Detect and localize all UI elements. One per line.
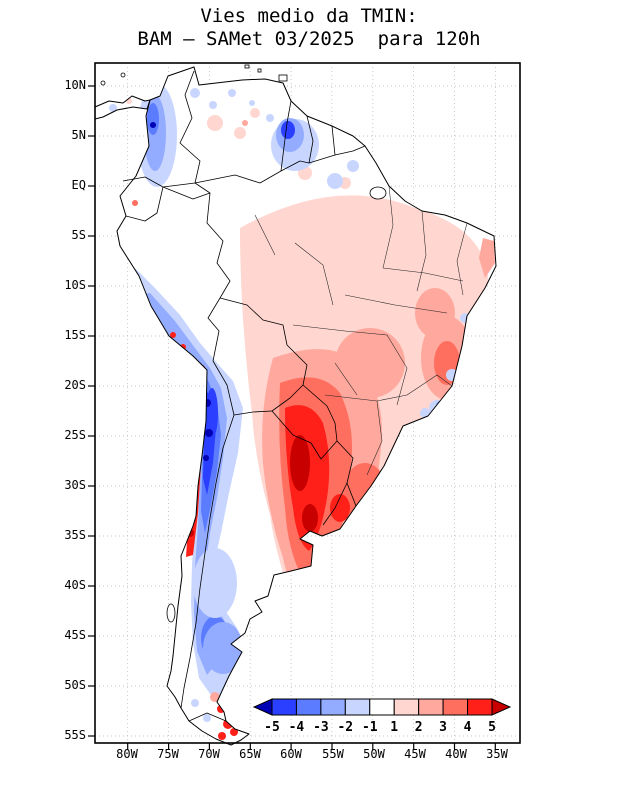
colorbar-tick-label: 4 <box>464 720 472 735</box>
lat-tick-label: 10N <box>64 78 86 92</box>
colorbar-segment <box>442 698 469 716</box>
lat-tick-label: 45S <box>64 628 86 642</box>
lat-tick-label: EQ <box>71 178 86 192</box>
figure-title-line1: Vies medio da TMIN: <box>200 5 418 27</box>
colorbar-segment <box>418 698 444 716</box>
lat-tick-label: 5N <box>71 128 86 142</box>
lon-tick-label: 65W <box>239 747 261 761</box>
lat-tick-label: 15S <box>64 328 86 342</box>
figure-title-line2: BAM – SAMet 03/2025 para 120h <box>137 28 481 50</box>
colorbar-tick-label: 1 <box>390 720 398 735</box>
lon-tick-label: 75W <box>157 747 179 761</box>
colorbar-right-arrow <box>491 698 512 716</box>
map-state-borders <box>254 185 468 476</box>
lat-tick-label: 55S <box>64 728 86 742</box>
lon-tick-label: 80W <box>116 747 138 761</box>
lon-tick-label: 55W <box>322 747 344 761</box>
axis-ticks <box>88 85 496 750</box>
lon-tick-label: 70W <box>198 747 220 761</box>
lat-tick-label: 30S <box>64 478 86 492</box>
lat-tick-label: 20S <box>64 378 86 392</box>
lat-tick-label: 40S <box>64 578 86 592</box>
colorbar-segment <box>344 698 371 716</box>
lat-tick-label: 10S <box>64 278 86 292</box>
colorbar-segment <box>393 698 420 716</box>
lon-tick-label: 45W <box>404 747 426 761</box>
south-america-bias-map <box>88 62 521 750</box>
plot-frame <box>94 62 521 744</box>
colorbar-segment <box>271 698 297 716</box>
colorbar: -5 -4 -3 -2 -1 1 2 3 4 5 <box>252 698 512 735</box>
colorbar-tick-label: -3 <box>313 720 329 735</box>
lon-tick-label: 60W <box>280 747 302 761</box>
map-country-borders <box>122 70 366 722</box>
colorbar-segment <box>467 698 493 716</box>
colorbar-segment <box>295 698 322 716</box>
colorbar-segment <box>369 698 395 716</box>
colorbar-tick-label: -4 <box>289 720 305 735</box>
lon-tick-label: 35W <box>486 747 508 761</box>
colorbar-tick-label: 2 <box>415 720 423 735</box>
colorbar-tick-label: -5 <box>264 720 280 735</box>
colorbar-left-arrow <box>252 698 273 716</box>
colorbar-tick-label: 3 <box>439 720 447 735</box>
lon-tick-label: 40W <box>445 747 467 761</box>
lat-tick-label: 25S <box>64 428 86 442</box>
colorbar-tick-label: -1 <box>362 720 378 735</box>
lat-tick-label: 50S <box>64 678 86 692</box>
lat-tick-label: 5S <box>71 228 86 242</box>
lon-tick-label: 50W <box>363 747 385 761</box>
colorbar-tick-label: 5 <box>488 720 496 735</box>
colorbar-segment <box>320 698 346 716</box>
colorbar-tick-label: -2 <box>337 720 353 735</box>
lat-tick-label: 35S <box>64 528 86 542</box>
